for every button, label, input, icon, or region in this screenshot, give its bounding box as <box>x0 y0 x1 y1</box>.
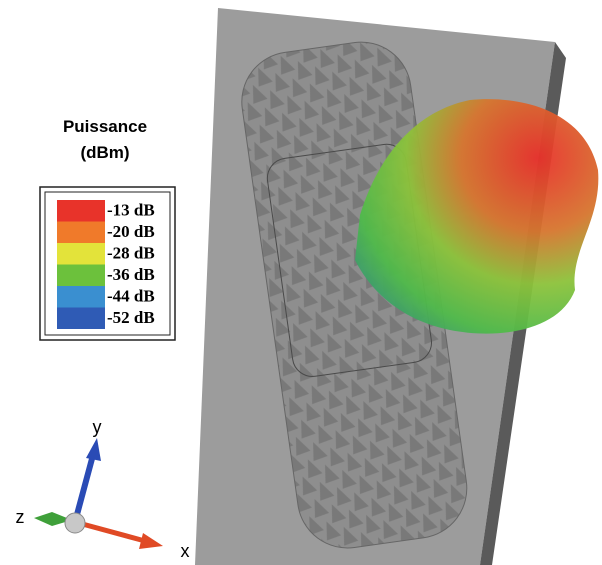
x-axis-label: x <box>181 541 190 561</box>
z-axis-arrow <box>34 512 72 526</box>
y-axis-arrow <box>72 454 96 523</box>
origin-sphere <box>64 512 86 534</box>
z-axis-label: z <box>16 507 25 527</box>
y-axis-head <box>86 438 101 461</box>
x-axis-head <box>139 533 163 549</box>
legend-label: -44 dB <box>107 287 155 306</box>
legend: -13 dB -20 dB -28 dB -36 dB -44 dB -52 dB <box>57 200 155 329</box>
legend-label: -36 dB <box>107 265 155 284</box>
legend-swatch <box>57 243 105 265</box>
legend-swatch <box>57 200 105 222</box>
x-axis-arrow <box>74 519 146 544</box>
legend-swatch <box>57 264 105 286</box>
legend-label: -28 dB <box>107 244 155 263</box>
axis-triad: y x z <box>16 417 190 561</box>
legend-swatch <box>57 307 105 329</box>
legend-frame-inner <box>44 191 171 336</box>
legend-label: -20 dB <box>107 222 155 241</box>
legend-title: Puissance <box>63 117 147 136</box>
legend-title: (dBm) <box>80 143 129 162</box>
y-axis-label: y <box>93 417 102 437</box>
legend-label: -13 dB <box>107 201 155 220</box>
legend-swatch <box>57 221 105 243</box>
legend-swatch <box>57 286 105 308</box>
radiation-pattern <box>355 99 599 334</box>
legend-label: -52 dB <box>107 308 155 327</box>
